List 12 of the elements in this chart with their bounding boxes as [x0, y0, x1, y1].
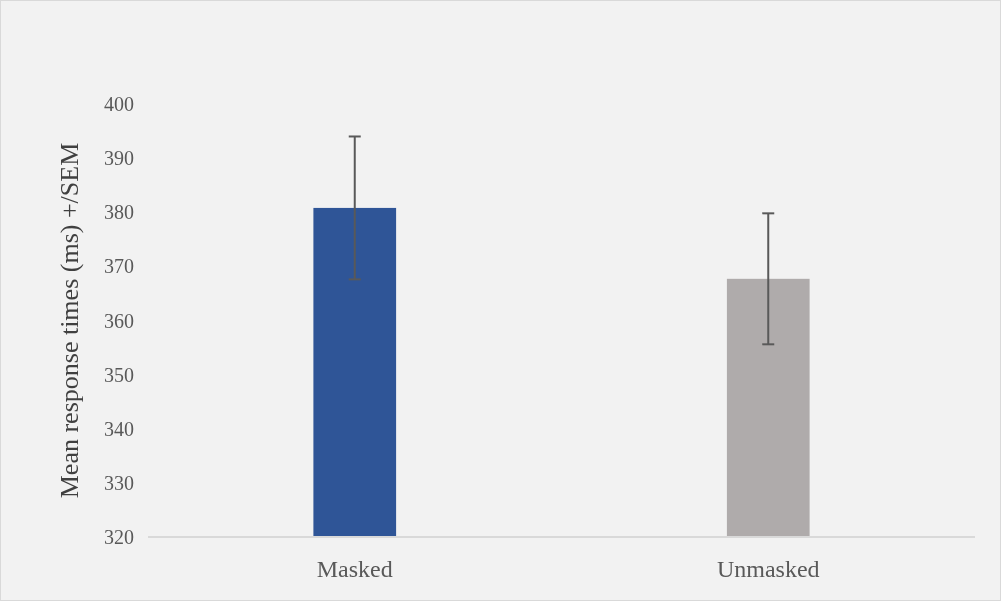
y-tick-label: 370: [104, 255, 134, 278]
y-tick-label: 330: [104, 471, 134, 494]
y-tick-label: 380: [104, 201, 134, 224]
y-tick-label: 320: [104, 526, 134, 548]
x-tick-label: Unmasked: [716, 556, 820, 582]
y-tick-label: 350: [104, 363, 134, 386]
x-tick-label: Masked: [316, 556, 393, 582]
y-tick-label: 400: [104, 93, 134, 115]
y-axis-title: Mean response times (ms) +/SEM: [55, 142, 84, 499]
y-tick-label: 360: [104, 309, 134, 332]
y-tick-label: 390: [104, 147, 134, 170]
y-tick-label: 340: [104, 417, 134, 440]
